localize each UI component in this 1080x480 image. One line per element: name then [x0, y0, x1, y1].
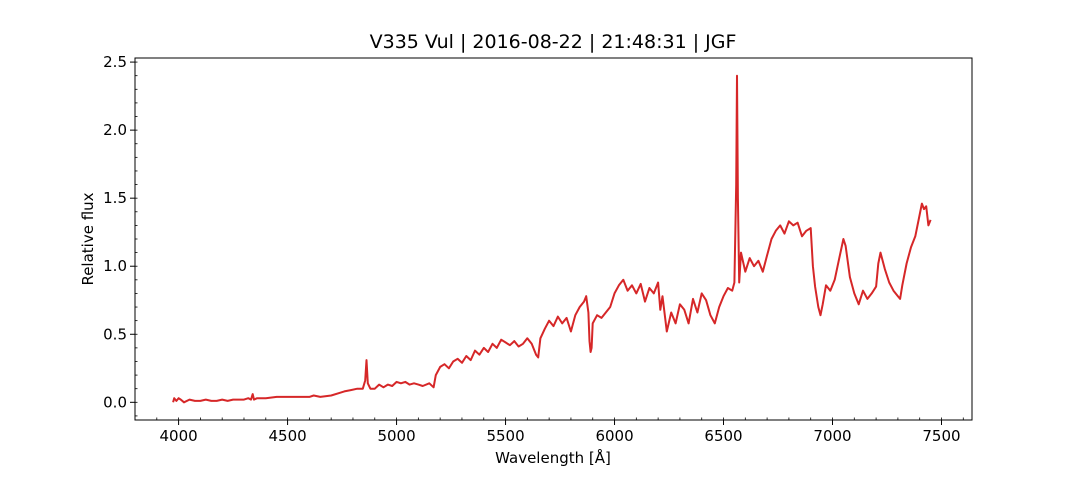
x-tick-label: 5500 [486, 427, 524, 445]
series-layer [172, 74, 932, 404]
y-axis: 0.0 0.5 1.0 1.5 2.0 2.5 [103, 53, 138, 417]
x-tick-label: 4500 [268, 427, 306, 445]
y-tick-label: 2.5 [103, 53, 127, 71]
x-tick-label: 6000 [595, 427, 633, 445]
spectrum-line [172, 74, 932, 404]
x-tick-label: 5000 [377, 427, 415, 445]
y-tick-label: 0.5 [103, 325, 127, 343]
x-axis: 4000 4500 5000 5500 6000 6500 7000 7500 [134, 417, 964, 445]
plot-frame [134, 57, 973, 421]
x-tick-label: 7500 [922, 427, 960, 445]
y-tick-label: 0.0 [103, 393, 127, 411]
y-tick-label: 1.0 [103, 257, 127, 275]
y-axis-label: Relative flux [79, 192, 97, 285]
x-axis-label: Wavelength [Å] [495, 448, 611, 467]
chart-title: V335 Vul | 2016-08-22 | 21:48:31 | JGF [370, 31, 737, 53]
y-tick-label: 1.5 [103, 189, 127, 207]
x-tick-label: 7000 [813, 427, 851, 445]
x-tick-label: 6500 [704, 427, 742, 445]
y-tick-label: 2.0 [103, 121, 127, 139]
x-tick-label: 4000 [160, 427, 198, 445]
